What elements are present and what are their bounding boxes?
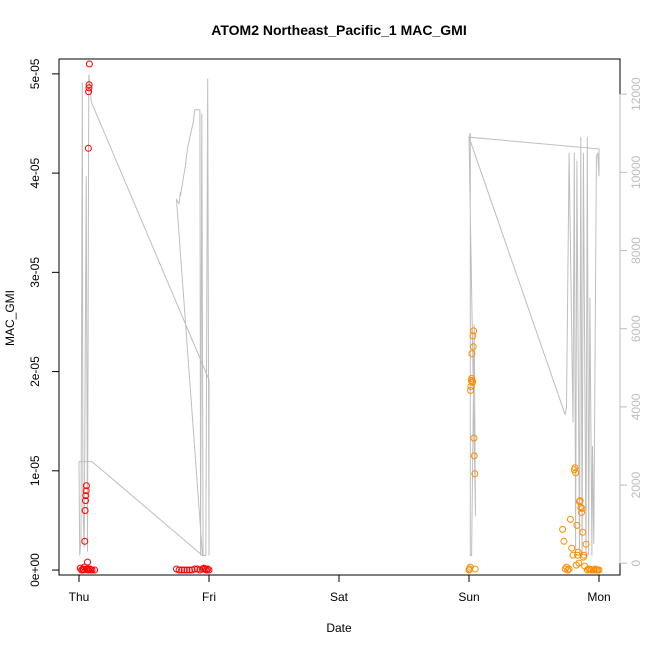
data-point-s0-16 bbox=[85, 88, 93, 96]
data-point-s1-21 bbox=[564, 566, 572, 574]
data-point-s1-7 bbox=[468, 350, 476, 358]
secondary-line-layer bbox=[78, 74, 600, 557]
y-tick-label: 3e-05 bbox=[28, 257, 42, 288]
data-point-s0-15 bbox=[84, 144, 92, 152]
chart-title: ATOM2 Northeast_Pacific_1 MAC_GMI bbox=[211, 22, 466, 38]
data-point-s1-38 bbox=[578, 505, 586, 512]
data-point-s0-8 bbox=[82, 492, 90, 500]
x-tick-label: Sun bbox=[458, 590, 479, 604]
data-point-s1-43 bbox=[582, 540, 590, 548]
y-axis-right: 0 2000 4000 6000 8000 10000 12000 bbox=[619, 77, 643, 567]
data-point-s1-23 bbox=[566, 515, 574, 523]
y-axis-left: 0e+00 1e-05 2e-05 3e-05 4e-05 5e-05 bbox=[28, 58, 60, 587]
x-axis-label: Date bbox=[326, 621, 352, 635]
data-point-s1-37 bbox=[578, 509, 585, 516]
x-tick-label: Mon bbox=[587, 590, 610, 604]
data-point-s1-27 bbox=[571, 464, 579, 472]
data-point-s1-13 bbox=[470, 434, 478, 442]
y-tick-label: 0e+00 bbox=[28, 553, 42, 587]
y2-tick-label: 10000 bbox=[629, 155, 643, 189]
secondary-line-segment-1 bbox=[468, 133, 600, 556]
data-point-s0-12 bbox=[84, 558, 91, 566]
data-point-s0-19 bbox=[85, 60, 93, 68]
data-point-s1-11 bbox=[469, 343, 477, 351]
x-tick-label: Thu bbox=[69, 590, 90, 604]
y-tick-label: 5e-05 bbox=[28, 58, 42, 89]
data-point-s0-6 bbox=[81, 507, 89, 514]
data-point-s0-31 bbox=[191, 565, 199, 573]
y-tick-label: 1e-05 bbox=[28, 455, 42, 486]
data-point-s1-52 bbox=[595, 566, 603, 574]
y2-tick-label: 2000 bbox=[629, 471, 643, 498]
y2-tick-label: 12000 bbox=[629, 77, 643, 111]
data-point-s0-17 bbox=[85, 84, 93, 92]
data-point-s1-48 bbox=[590, 566, 598, 574]
data-point-s1-22 bbox=[565, 565, 573, 573]
data-point-s1-30 bbox=[573, 521, 581, 529]
data-point-s0-27 bbox=[180, 566, 188, 574]
data-point-s0-39 bbox=[205, 566, 213, 574]
data-point-s0-18 bbox=[85, 81, 93, 89]
x-axis: Thu Fri Sat Sun Mon bbox=[69, 574, 611, 604]
data-point-s1-16 bbox=[471, 565, 479, 573]
data-point-s1-28 bbox=[572, 469, 580, 477]
y-tick-label: 4e-05 bbox=[28, 157, 42, 188]
x-tick-label: Fri bbox=[202, 590, 216, 604]
data-point-s0-10 bbox=[82, 482, 90, 490]
data-point-s0-25 bbox=[175, 566, 183, 574]
data-point-s1-18 bbox=[560, 537, 568, 545]
x-tick-label: Sat bbox=[330, 590, 349, 604]
data-point-s1-15 bbox=[471, 470, 479, 478]
data-point-s1-6 bbox=[468, 375, 476, 382]
data-point-s0-36 bbox=[201, 565, 209, 573]
y2-tick-label: 6000 bbox=[629, 315, 643, 342]
data-point-s0-3 bbox=[80, 566, 87, 574]
secondary-line-segment-0 bbox=[78, 74, 210, 557]
data-point-s1-14 bbox=[470, 452, 478, 460]
data-point-s1-46 bbox=[586, 565, 594, 573]
data-point-s0-28 bbox=[183, 566, 191, 574]
data-point-s0-38 bbox=[204, 565, 212, 573]
y-tick-label: 2e-05 bbox=[28, 356, 42, 387]
data-point-s0-37 bbox=[202, 566, 210, 574]
data-point-s1-24 bbox=[568, 544, 576, 552]
data-point-s0-22 bbox=[88, 566, 96, 574]
y2-tick-label: 0 bbox=[629, 560, 643, 567]
data-point-s1-3 bbox=[467, 386, 475, 394]
data-point-s0-34 bbox=[199, 565, 206, 573]
data-point-s0-7 bbox=[82, 497, 89, 505]
data-point-s1-35 bbox=[576, 497, 584, 505]
data-point-s0-26 bbox=[178, 566, 186, 574]
y-axis-label: MAC_GMI bbox=[3, 290, 17, 346]
data-point-s0-5 bbox=[81, 537, 89, 545]
data-point-s0-29 bbox=[186, 566, 193, 574]
data-point-s1-33 bbox=[575, 559, 583, 567]
data-point-s1-12 bbox=[470, 327, 478, 335]
plot-frame bbox=[58, 58, 621, 576]
data-point-s1-17 bbox=[559, 525, 567, 533]
data-point-s1-39 bbox=[579, 528, 587, 536]
y2-tick-label: 4000 bbox=[629, 393, 643, 420]
data-point-s1-32 bbox=[574, 548, 582, 556]
data-point-s0-23 bbox=[91, 566, 99, 574]
y2-tick-label: 8000 bbox=[629, 237, 643, 264]
data-point-s1-10 bbox=[469, 332, 477, 340]
data-point-s1-25 bbox=[569, 551, 577, 559]
data-point-s1-36 bbox=[577, 504, 585, 511]
data-point-s1-41 bbox=[580, 551, 588, 559]
data-point-s0-9 bbox=[82, 487, 90, 495]
data-point-s1-9 bbox=[469, 378, 477, 385]
scatter-points-layer bbox=[76, 60, 603, 574]
